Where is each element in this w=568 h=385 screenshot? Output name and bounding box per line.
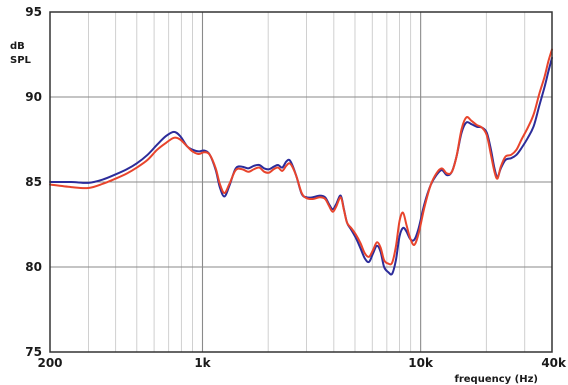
x-tick-labels: 200 1k 10k 40k [37, 356, 567, 370]
y-tick-label: 85 [25, 175, 42, 189]
y-axis-label-line1: dB [10, 41, 25, 52]
plot-frame [49, 11, 553, 353]
series-lines [49, 48, 553, 276]
grid [50, 12, 552, 352]
y-axis-label-line2: SPL [10, 55, 32, 66]
y-tick-label: 80 [25, 260, 42, 274]
x-axis-label: frequency (Hz) [454, 374, 538, 385]
x-tick-label: 10k [408, 356, 434, 370]
x-tick-label: 40k [541, 356, 567, 370]
y-tick-label: 95 [25, 5, 42, 19]
y-tick-label: 75 [25, 345, 42, 359]
y-tick-labels: 95 90 85 80 75 [25, 5, 42, 359]
y-tick-label: 90 [25, 90, 42, 104]
x-tick-label: 200 [37, 356, 62, 370]
x-tick-label: 1k [194, 356, 211, 370]
series-line-2 [49, 48, 553, 266]
series-line-1 [49, 56, 553, 276]
